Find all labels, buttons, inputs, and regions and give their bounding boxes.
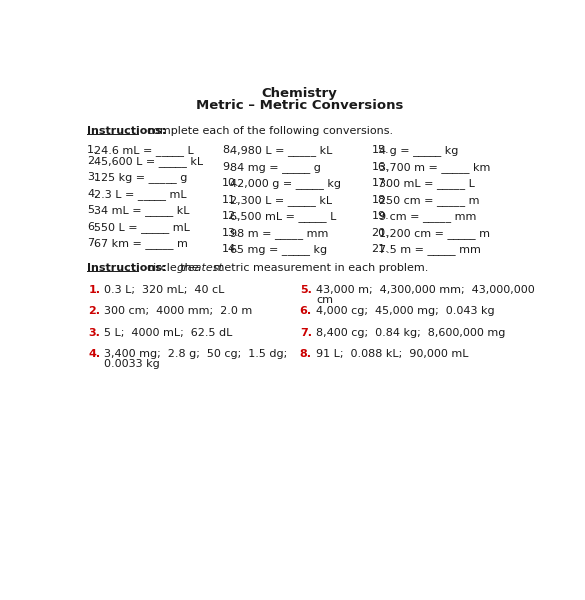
Text: Metric – Metric Conversions: Metric – Metric Conversions <box>196 99 403 112</box>
Text: 13.: 13. <box>222 229 239 238</box>
Text: 0.0033 kg: 0.0033 kg <box>104 359 160 369</box>
Text: cm: cm <box>316 295 333 305</box>
Text: greatest: greatest <box>176 263 223 273</box>
Text: Instructions:: Instructions: <box>87 263 167 273</box>
Text: complete each of the following conversions.: complete each of the following conversio… <box>140 126 393 136</box>
Text: 12.: 12. <box>222 211 240 221</box>
Text: 7.5 m = _____ mm: 7.5 m = _____ mm <box>379 244 481 256</box>
Text: 5 L;  4000 mL;  62.5 dL: 5 L; 4000 mL; 62.5 dL <box>104 328 232 338</box>
Text: 6,500 mL = _____ L: 6,500 mL = _____ L <box>230 211 336 222</box>
Text: 8,400 cg;  0.84 kg;  8,600,000 mg: 8,400 cg; 0.84 kg; 8,600,000 mg <box>316 328 506 338</box>
Text: 4,980 L = _____ kL: 4,980 L = _____ kL <box>230 145 332 156</box>
Text: 8.: 8. <box>222 145 233 155</box>
Text: 1,200 cm = _____ m: 1,200 cm = _____ m <box>379 229 490 239</box>
Text: 19.: 19. <box>371 211 389 221</box>
Text: 4,000 cg;  45,000 mg;  0.043 kg: 4,000 cg; 45,000 mg; 0.043 kg <box>316 306 495 316</box>
Text: 125 kg = _____ g: 125 kg = _____ g <box>94 172 187 183</box>
Text: Chemistry: Chemistry <box>261 88 338 100</box>
Text: 5.: 5. <box>87 205 98 215</box>
Text: 24.6 mL = _____ L: 24.6 mL = _____ L <box>94 145 194 156</box>
Text: 43,000 m;  4,300,000 mm;  43,000,000: 43,000 m; 4,300,000 mm; 43,000,000 <box>316 284 535 295</box>
Text: 7.: 7. <box>87 238 98 248</box>
Text: 15.: 15. <box>371 145 389 155</box>
Text: metric measurement in each problem.: metric measurement in each problem. <box>210 263 429 273</box>
Text: 5.: 5. <box>300 284 312 295</box>
Text: 300 mL = _____ L: 300 mL = _____ L <box>379 178 475 189</box>
Text: Instructions:: Instructions: <box>87 126 167 136</box>
Text: 98 m = _____ mm: 98 m = _____ mm <box>230 229 328 239</box>
Text: 20.: 20. <box>371 229 389 238</box>
Text: 6.: 6. <box>87 222 98 232</box>
Text: 34 mL = _____ kL: 34 mL = _____ kL <box>94 205 190 216</box>
Text: 42,000 g = _____ kg: 42,000 g = _____ kg <box>230 178 340 189</box>
Text: 84 mg = _____ g: 84 mg = _____ g <box>230 162 321 173</box>
Text: 3.: 3. <box>88 328 100 338</box>
Text: 4 g = _____ kg: 4 g = _____ kg <box>379 145 459 156</box>
Text: 9 cm = _____ mm: 9 cm = _____ mm <box>379 211 477 222</box>
Text: 550 L = _____ mL: 550 L = _____ mL <box>94 222 190 233</box>
Text: 3,700 m = _____ km: 3,700 m = _____ km <box>379 162 491 173</box>
Text: 16.: 16. <box>371 162 389 172</box>
Text: 4.: 4. <box>87 189 98 199</box>
Text: 250 cm = _____ m: 250 cm = _____ m <box>379 195 480 206</box>
Text: 1.: 1. <box>87 145 98 155</box>
Text: 2.: 2. <box>87 156 98 166</box>
Text: 21.: 21. <box>371 244 389 254</box>
Text: 10.: 10. <box>222 178 239 188</box>
Text: 2.: 2. <box>88 306 100 316</box>
Text: 6.: 6. <box>300 306 312 316</box>
Text: 4.: 4. <box>88 349 100 359</box>
Text: 67 km = _____ m: 67 km = _____ m <box>94 238 188 249</box>
Text: 3,400 mg;  2.8 g;  50 cg;  1.5 dg;: 3,400 mg; 2.8 g; 50 cg; 1.5 dg; <box>104 349 287 359</box>
Text: 14.: 14. <box>222 244 240 254</box>
Text: 65 mg = _____ kg: 65 mg = _____ kg <box>230 244 327 256</box>
Text: 300 cm;  4000 mm;  2.0 m: 300 cm; 4000 mm; 2.0 m <box>104 306 252 316</box>
Text: 11.: 11. <box>222 195 239 205</box>
Text: 7.: 7. <box>300 328 312 338</box>
Text: circle the: circle the <box>140 263 202 273</box>
Text: 17.: 17. <box>371 178 389 188</box>
Text: 91 L;  0.088 kL;  90,000 mL: 91 L; 0.088 kL; 90,000 mL <box>316 349 469 359</box>
Text: 8.: 8. <box>300 349 312 359</box>
Text: 0.3 L;  320 mL;  40 cL: 0.3 L; 320 mL; 40 cL <box>104 284 225 295</box>
Text: 1.: 1. <box>88 284 100 295</box>
Text: 2,300 L = _____ kL: 2,300 L = _____ kL <box>230 195 332 206</box>
Text: 3.: 3. <box>87 172 98 182</box>
Text: 45,600 L = _____ kL: 45,600 L = _____ kL <box>94 156 203 167</box>
Text: 2.3 L = _____ mL: 2.3 L = _____ mL <box>94 189 187 200</box>
Text: 18.: 18. <box>371 195 389 205</box>
Text: 9.: 9. <box>222 162 233 172</box>
